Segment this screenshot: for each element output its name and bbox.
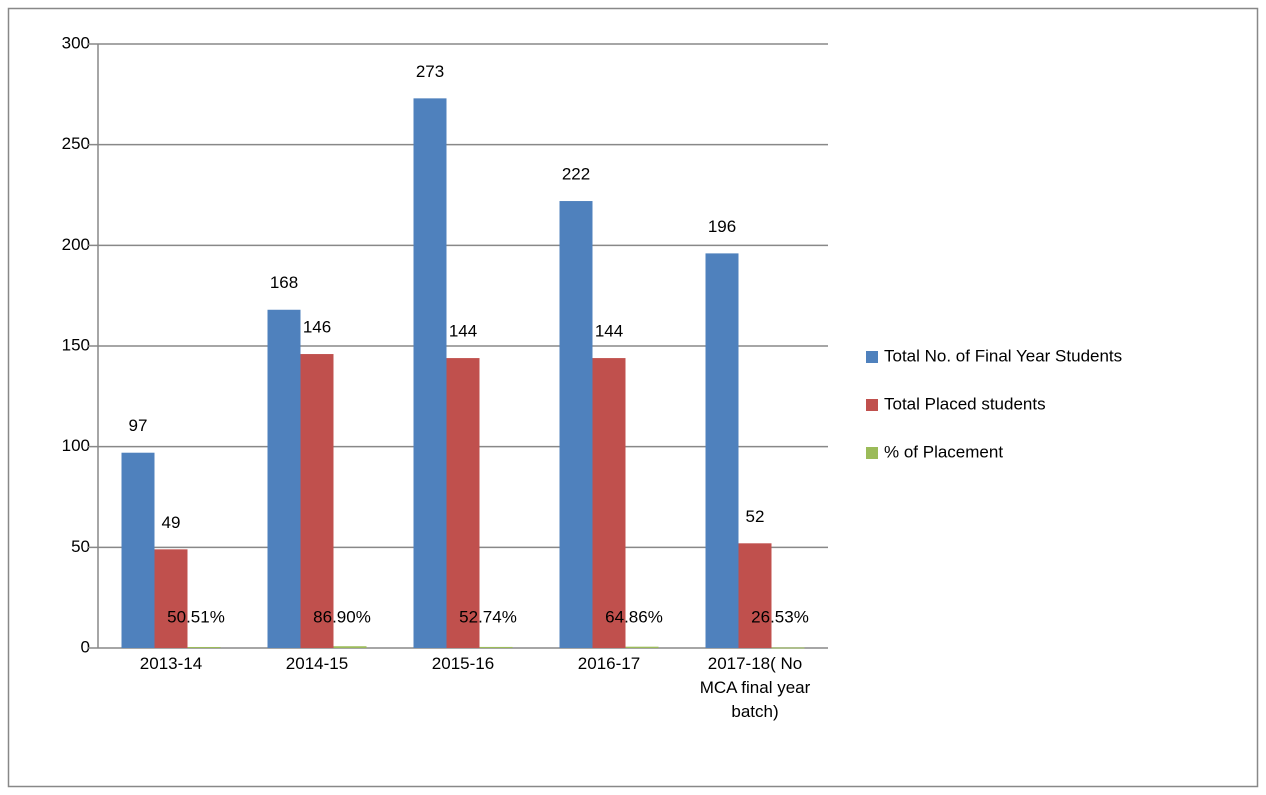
x-tick-label: 2017-18( No MCA final year batch) xyxy=(699,654,811,721)
bar xyxy=(187,646,221,648)
bar xyxy=(154,549,188,648)
bar xyxy=(625,646,659,648)
bar xyxy=(300,354,334,648)
legend-swatch xyxy=(866,447,878,459)
bar xyxy=(738,543,772,648)
y-tick-label: 100 xyxy=(62,436,90,455)
x-tick-label: 2014-15 xyxy=(285,654,349,673)
y-tick-label: 0 xyxy=(81,637,90,656)
y-tick-label: 150 xyxy=(62,335,90,354)
y-tick-label: 250 xyxy=(62,134,90,153)
legend-label: Total No. of Final Year Students xyxy=(884,346,1122,365)
data-label: 97 xyxy=(129,416,148,435)
data-label: 49 xyxy=(162,513,181,532)
bar xyxy=(446,358,480,648)
bar xyxy=(559,201,593,649)
data-label: 52 xyxy=(746,507,765,526)
y-tick-label: 200 xyxy=(62,235,90,254)
legend-swatch xyxy=(866,351,878,363)
bar xyxy=(705,253,739,649)
data-label: 50.51% xyxy=(167,607,225,626)
bar xyxy=(333,646,367,648)
x-tick-label: 2015-16 xyxy=(431,654,495,673)
data-label: 168 xyxy=(270,273,298,292)
data-label: 273 xyxy=(416,62,444,81)
bar xyxy=(121,452,155,648)
bar xyxy=(771,647,805,649)
y-tick-label: 50 xyxy=(71,537,90,556)
data-label: 222 xyxy=(562,165,590,184)
data-label: 196 xyxy=(708,217,736,236)
data-label: 52.74% xyxy=(459,607,517,626)
bar xyxy=(479,646,513,648)
legend-label: % of Placement xyxy=(884,442,1003,461)
bar xyxy=(413,98,447,649)
data-label: 64.86% xyxy=(605,607,663,626)
y-tick-label: 300 xyxy=(62,33,90,52)
legend-swatch xyxy=(866,399,878,411)
x-tick-label: 2013-14 xyxy=(139,654,203,673)
data-label: 144 xyxy=(449,322,477,341)
x-tick-label: 2016-17 xyxy=(577,654,641,673)
legend-label: Total Placed students xyxy=(884,394,1046,413)
data-label: 26.53% xyxy=(751,607,809,626)
bar xyxy=(592,358,626,648)
data-label: 146 xyxy=(303,318,331,337)
chart-border xyxy=(7,7,1259,788)
bar xyxy=(267,309,301,648)
data-label: 86.90% xyxy=(313,607,371,626)
data-label: 144 xyxy=(595,322,623,341)
